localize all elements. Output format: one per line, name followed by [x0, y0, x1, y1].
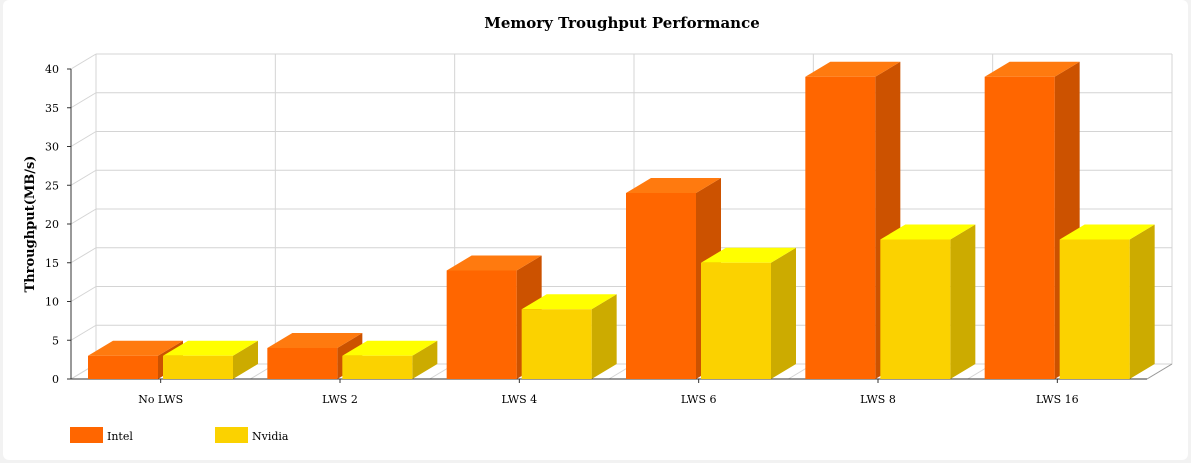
floor-edge: [1146, 363, 1173, 380]
x-tick-label: LWS 4: [501, 393, 537, 406]
bar-top: [521, 294, 617, 310]
y-tick-label: 40: [45, 63, 59, 76]
bar-nvidia-4: [880, 224, 976, 379]
bar-top: [342, 340, 438, 356]
legend-label-nvidia: Nvidia: [252, 430, 289, 443]
legend-swatch-intel: [70, 427, 103, 443]
bar-top: [626, 178, 721, 193]
gridline-y-diagonal: [70, 53, 97, 70]
legend: Intel Nvidia: [70, 427, 289, 443]
gridline-y-diagonal: [70, 131, 97, 147]
y-tick-label: 0: [52, 373, 59, 386]
bar-layer: [88, 61, 1155, 379]
y-tick-label: 15: [45, 257, 59, 270]
bar-top: [880, 224, 976, 240]
bar-nvidia-2: [521, 294, 617, 379]
bar-top: [1059, 224, 1155, 240]
bar-top: [805, 61, 901, 77]
bar-side: [591, 294, 617, 379]
bar-top: [88, 340, 183, 356]
bar-side: [233, 340, 258, 379]
y-tick-label: 35: [45, 102, 59, 115]
bar-front: [880, 239, 951, 379]
bar-front: [446, 270, 517, 379]
legend-label-intel: Intel: [107, 430, 133, 443]
gridline-y-diagonal: [70, 92, 97, 109]
bar-front: [626, 193, 696, 379]
bar-front: [1059, 239, 1130, 379]
gridline-y-diagonal: [70, 324, 97, 341]
bar-front: [267, 348, 338, 379]
bar-nvidia-0: [163, 340, 258, 379]
y-tick-label: 30: [45, 141, 59, 154]
bar-top: [984, 61, 1080, 77]
gridline-y-diagonal: [70, 169, 97, 186]
bar-side: [771, 247, 796, 379]
bar-top: [446, 255, 542, 271]
x-tick-label: No LWS: [138, 393, 183, 406]
bar-nvidia-5: [1059, 224, 1155, 379]
legend-swatch-nvidia: [215, 427, 248, 443]
bar-front: [88, 355, 158, 379]
bar-side: [412, 340, 438, 379]
bar-top: [163, 340, 258, 356]
chart-title: Memory Troughput Performance: [484, 14, 760, 32]
chart-frame: Memory Troughput Performance Throughput(…: [3, 0, 1188, 460]
y-tick-label: 5: [52, 334, 59, 347]
chart-canvas: Memory Troughput Performance Throughput(…: [23, 14, 1173, 443]
bar-side: [1129, 224, 1155, 379]
x-tick-label: LWS 6: [681, 393, 717, 406]
x-tick-label: LWS 8: [860, 393, 896, 406]
bar-top: [701, 247, 796, 263]
bar-front: [701, 262, 771, 379]
gridline-y-diagonal: [70, 286, 97, 302]
y-tick-label: 25: [45, 179, 59, 192]
y-tick-label: 10: [45, 296, 59, 309]
bar-front: [805, 76, 876, 379]
bar-top: [267, 333, 363, 348]
y-tick-label: 20: [45, 218, 59, 231]
x-tick-label: LWS 2: [322, 393, 358, 406]
bar-side: [950, 224, 976, 379]
gridline-y-diagonal: [70, 247, 97, 264]
x-tick-label: LWS 16: [1036, 393, 1079, 406]
bar-nvidia-1: [342, 340, 438, 379]
y-axis-label: Throughput(MB/s): [23, 156, 38, 293]
bar-front: [984, 76, 1055, 379]
axis-layer: 0 5 10 15 20 25 30 35 40 No LWS LWS 2 LWS 4 LWS 6 LWS…: [45, 63, 1147, 406]
gridline-y-diagonal: [70, 208, 97, 225]
bar-nvidia-3: [701, 247, 796, 379]
bar-front: [163, 355, 233, 379]
bar-front: [342, 355, 413, 379]
bar-front: [521, 309, 592, 379]
